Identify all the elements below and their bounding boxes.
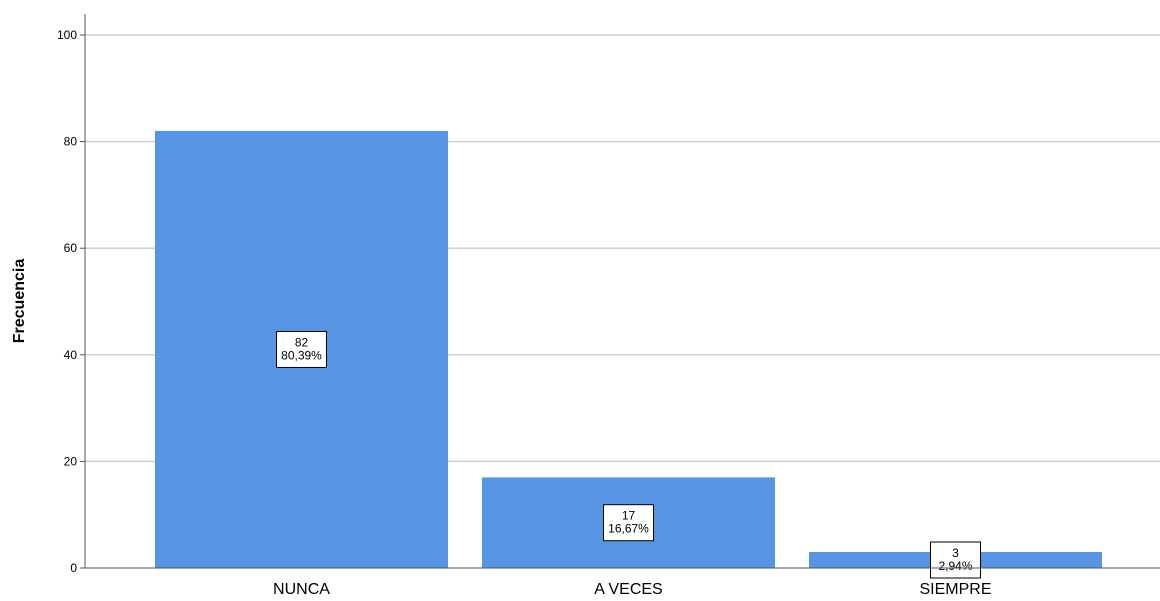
x-tick-label-a-veces: A VECES: [594, 581, 662, 598]
data-label-siempre: 32,94%: [930, 541, 981, 579]
y-axis-title: Frecuencia: [11, 259, 28, 344]
data-label-box: [930, 541, 981, 579]
data-label-count: 17: [622, 509, 636, 523]
y-tick-label-20: 20: [64, 454, 78, 468]
data-label-percent: 80,39%: [281, 348, 322, 362]
y-tick-label-40: 40: [64, 348, 78, 362]
data-label-count: 82: [295, 335, 309, 349]
data-label-percent: 2,94%: [938, 559, 972, 573]
y-tick-label-80: 80: [64, 135, 78, 149]
x-tick-label-siempre: SIEMPRE: [919, 581, 991, 598]
y-tick-label-100: 100: [57, 28, 77, 42]
y-tick-label-0: 0: [70, 561, 77, 575]
data-label-box: [276, 330, 327, 368]
x-tick-label-nunca: NUNCA: [273, 581, 330, 598]
data-label-box: [603, 504, 654, 542]
y-tick-label-60: 60: [64, 241, 78, 255]
y-axis-ticks: 0 20 40 60 80 100: [57, 28, 85, 575]
data-label-percent: 16,67%: [608, 522, 649, 536]
data-label-count: 3: [952, 546, 959, 560]
x-axis-labels: NUNCA A VECES SIEMPRE: [273, 581, 991, 598]
